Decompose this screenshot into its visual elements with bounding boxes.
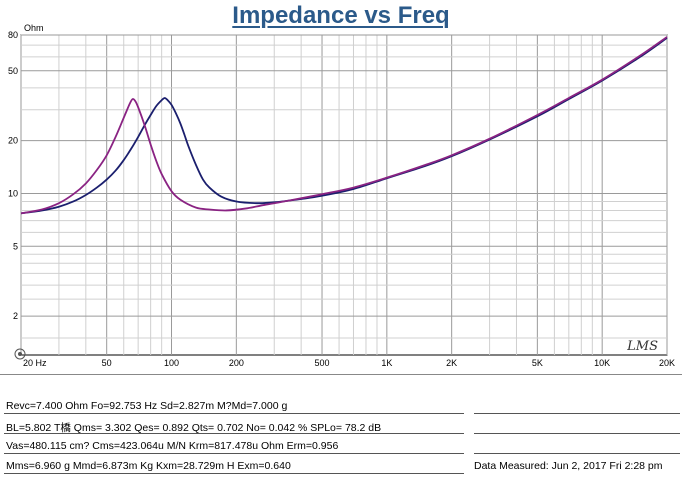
row-rule <box>474 433 680 434</box>
curves <box>20 36 668 215</box>
row-rule <box>4 453 464 454</box>
params-row-4: Mms=6.960 g Mmd=6.873m Kg Kxm=28.729m H … <box>0 458 682 476</box>
x-tick-label: 50 <box>102 358 112 368</box>
params-row-3-text: Vas=480.115 cm? Cms=423.064u M/N Krm=817… <box>6 440 339 452</box>
x-tick-label: 5K <box>532 358 543 368</box>
row-rule <box>4 413 464 414</box>
y-tick-label: 20 <box>8 136 18 146</box>
x-tick-label: 20K <box>659 358 675 368</box>
tick-labels: 20 Hz 50 100 200 500 1K 2K 5K 10K 20K 80 50 20 10 5 2 <box>8 30 675 368</box>
x-tick-label: 2K <box>446 358 457 368</box>
y-tick-label: 2 <box>13 311 18 321</box>
x-tick-label: 100 <box>164 358 179 368</box>
x-tick-label: 20 Hz <box>23 358 47 368</box>
info-divider <box>0 374 682 375</box>
params-row-4-text: Mms=6.960 g Mmd=6.873m Kg Kxm=28.729m H … <box>6 460 291 472</box>
x-tick-label: 500 <box>315 358 330 368</box>
lms-watermark: LMS <box>626 339 658 354</box>
y-tick-label: 10 <box>8 188 18 198</box>
params-row-1: Revc=7.400 Ohm Fo=92.753 Hz Sd=2.827m M?… <box>0 398 682 416</box>
x-tick-label: 1K <box>381 358 392 368</box>
y-tick-label: 80 <box>8 30 18 40</box>
params-row-2: BL=5.802 T橋 Qms= 3.302 Qes= 0.892 Qts= 0… <box>0 418 682 436</box>
series-blue-line <box>20 37 668 215</box>
row-rule <box>474 453 680 454</box>
y-tick-label: 50 <box>8 66 18 76</box>
series-purple-line <box>20 36 668 215</box>
row-rule <box>474 413 680 414</box>
params-row-3: Vas=480.115 cm? Cms=423.064u M/N Krm=817… <box>0 438 682 456</box>
row-rule <box>4 433 464 434</box>
y-axis-label: Ohm <box>24 23 44 33</box>
y-tick-label: 5 <box>13 241 18 251</box>
chart-title: Impedance vs Freq <box>0 2 682 30</box>
row-rule <box>4 473 464 474</box>
chart-title-text: Impedance vs Freq <box>232 2 450 29</box>
x-tick-label: 200 <box>229 358 244 368</box>
data-measured-text: Data Measured: Jun 2, 2017 Fri 2:28 pm <box>474 460 663 472</box>
params-row-2-text: BL=5.802 T橋 Qms= 3.302 Qes= 0.892 Qts= 0… <box>6 422 382 434</box>
x-tick-label: 10K <box>594 358 610 368</box>
plot-frame <box>20 34 668 356</box>
chart: 20 Hz 50 100 200 500 1K 2K 5K 10K 20K 80 50 20 10 5 2 O… <box>8 23 675 368</box>
corner-logo-icon <box>14 348 26 360</box>
params-row-1-text: Revc=7.400 Ohm Fo=92.753 Hz Sd=2.827m M?… <box>6 400 288 412</box>
